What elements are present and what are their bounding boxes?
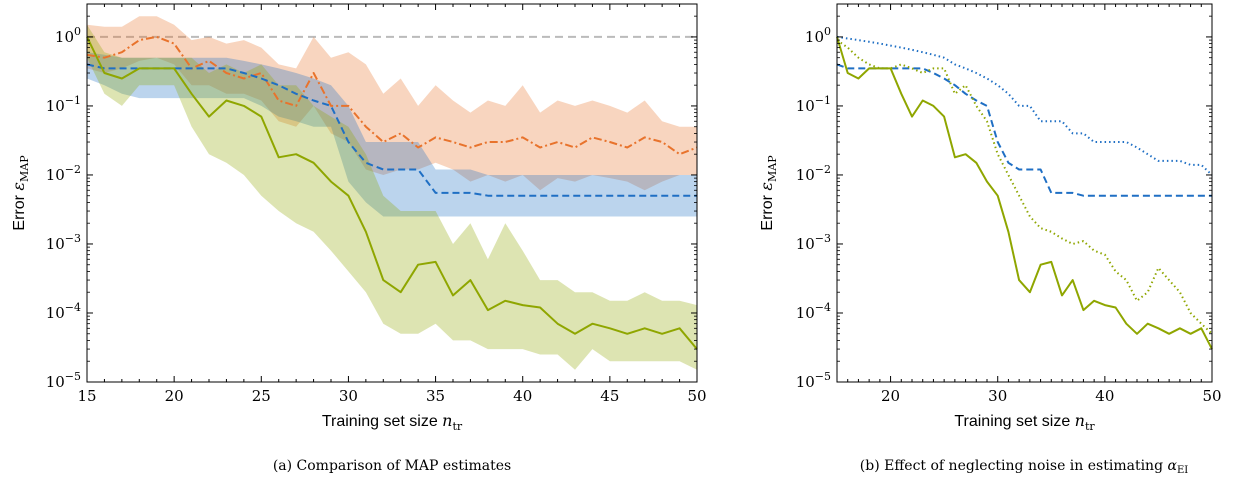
a-x-tick-label: 35 — [426, 387, 445, 405]
b-x-tick-label: 50 — [1202, 387, 1221, 405]
b-x-axis-label: Training set size ntr — [954, 411, 1095, 433]
a-y-tick-label: 10−1 — [46, 94, 81, 115]
b-x-tick-label: 30 — [988, 387, 1007, 405]
b-series-line-3 — [836, 36, 1213, 350]
a-x-tick-label: 25 — [252, 387, 271, 405]
caption-b: (b) Effect of neglecting noise in estima… — [860, 458, 1188, 476]
a-x-tick-label: 15 — [77, 387, 96, 405]
b-x-tick-label: 40 — [1095, 387, 1114, 405]
b-y-tick-label: 10−4 — [796, 301, 831, 322]
caption-a: (a) Comparison of MAP estimates — [273, 458, 511, 474]
a-x-tick-label: 45 — [600, 387, 619, 405]
a-x-axis-label: Training set size ntr — [322, 411, 463, 433]
a-y-tick-label: 10−4 — [46, 301, 81, 322]
a-y-tick-label: 10−3 — [46, 232, 81, 253]
a-y-tick-label: 10−5 — [46, 370, 81, 391]
b-series-line-2 — [836, 39, 1213, 335]
a-x-tick-label: 50 — [687, 387, 706, 405]
a-plot-frame — [86, 3, 698, 383]
a-y-tick-label: 100 — [55, 25, 81, 46]
a-series-line-0 — [86, 35, 698, 156]
a-band-1 — [87, 52, 697, 217]
a-series-line-1 — [86, 63, 697, 197]
a-x-tick-label: 40 — [513, 387, 532, 405]
a-x-tick-label: 30 — [339, 387, 358, 405]
b-plot-frame — [836, 3, 1213, 383]
a-y-tick-label: 10−2 — [46, 163, 81, 184]
a-band-2 — [87, 24, 697, 370]
b-x-tick-label: 20 — [881, 387, 900, 405]
b-y-tick-label: 10−1 — [796, 94, 831, 115]
a-series-line-2 — [86, 36, 698, 350]
chart-panel-a: 15 20 25 30 35 40 45 50 10−5 10−4 10−3 10−2 10−1 100 T… — [9, 3, 707, 433]
b-y-tick-label: 10−3 — [796, 232, 831, 253]
b-y-tick-label: 10−5 — [796, 370, 831, 391]
b-y-tick-label: 10−2 — [796, 163, 831, 184]
b-y-axis-label: Error εMAP — [757, 155, 779, 231]
b-y-tick-label: 100 — [805, 25, 831, 46]
a-x-tick-label: 20 — [165, 387, 184, 405]
b-series-line-1 — [836, 63, 1212, 197]
a-band-0 — [87, 16, 697, 191]
a-y-axis-label: Error εMAP — [9, 155, 31, 231]
b-series-line-0 — [836, 35, 1213, 176]
chart-panel-b: 20 30 40 50 10−5 10−4 10−3 10−2 10−1 100 Training … — [757, 3, 1222, 433]
